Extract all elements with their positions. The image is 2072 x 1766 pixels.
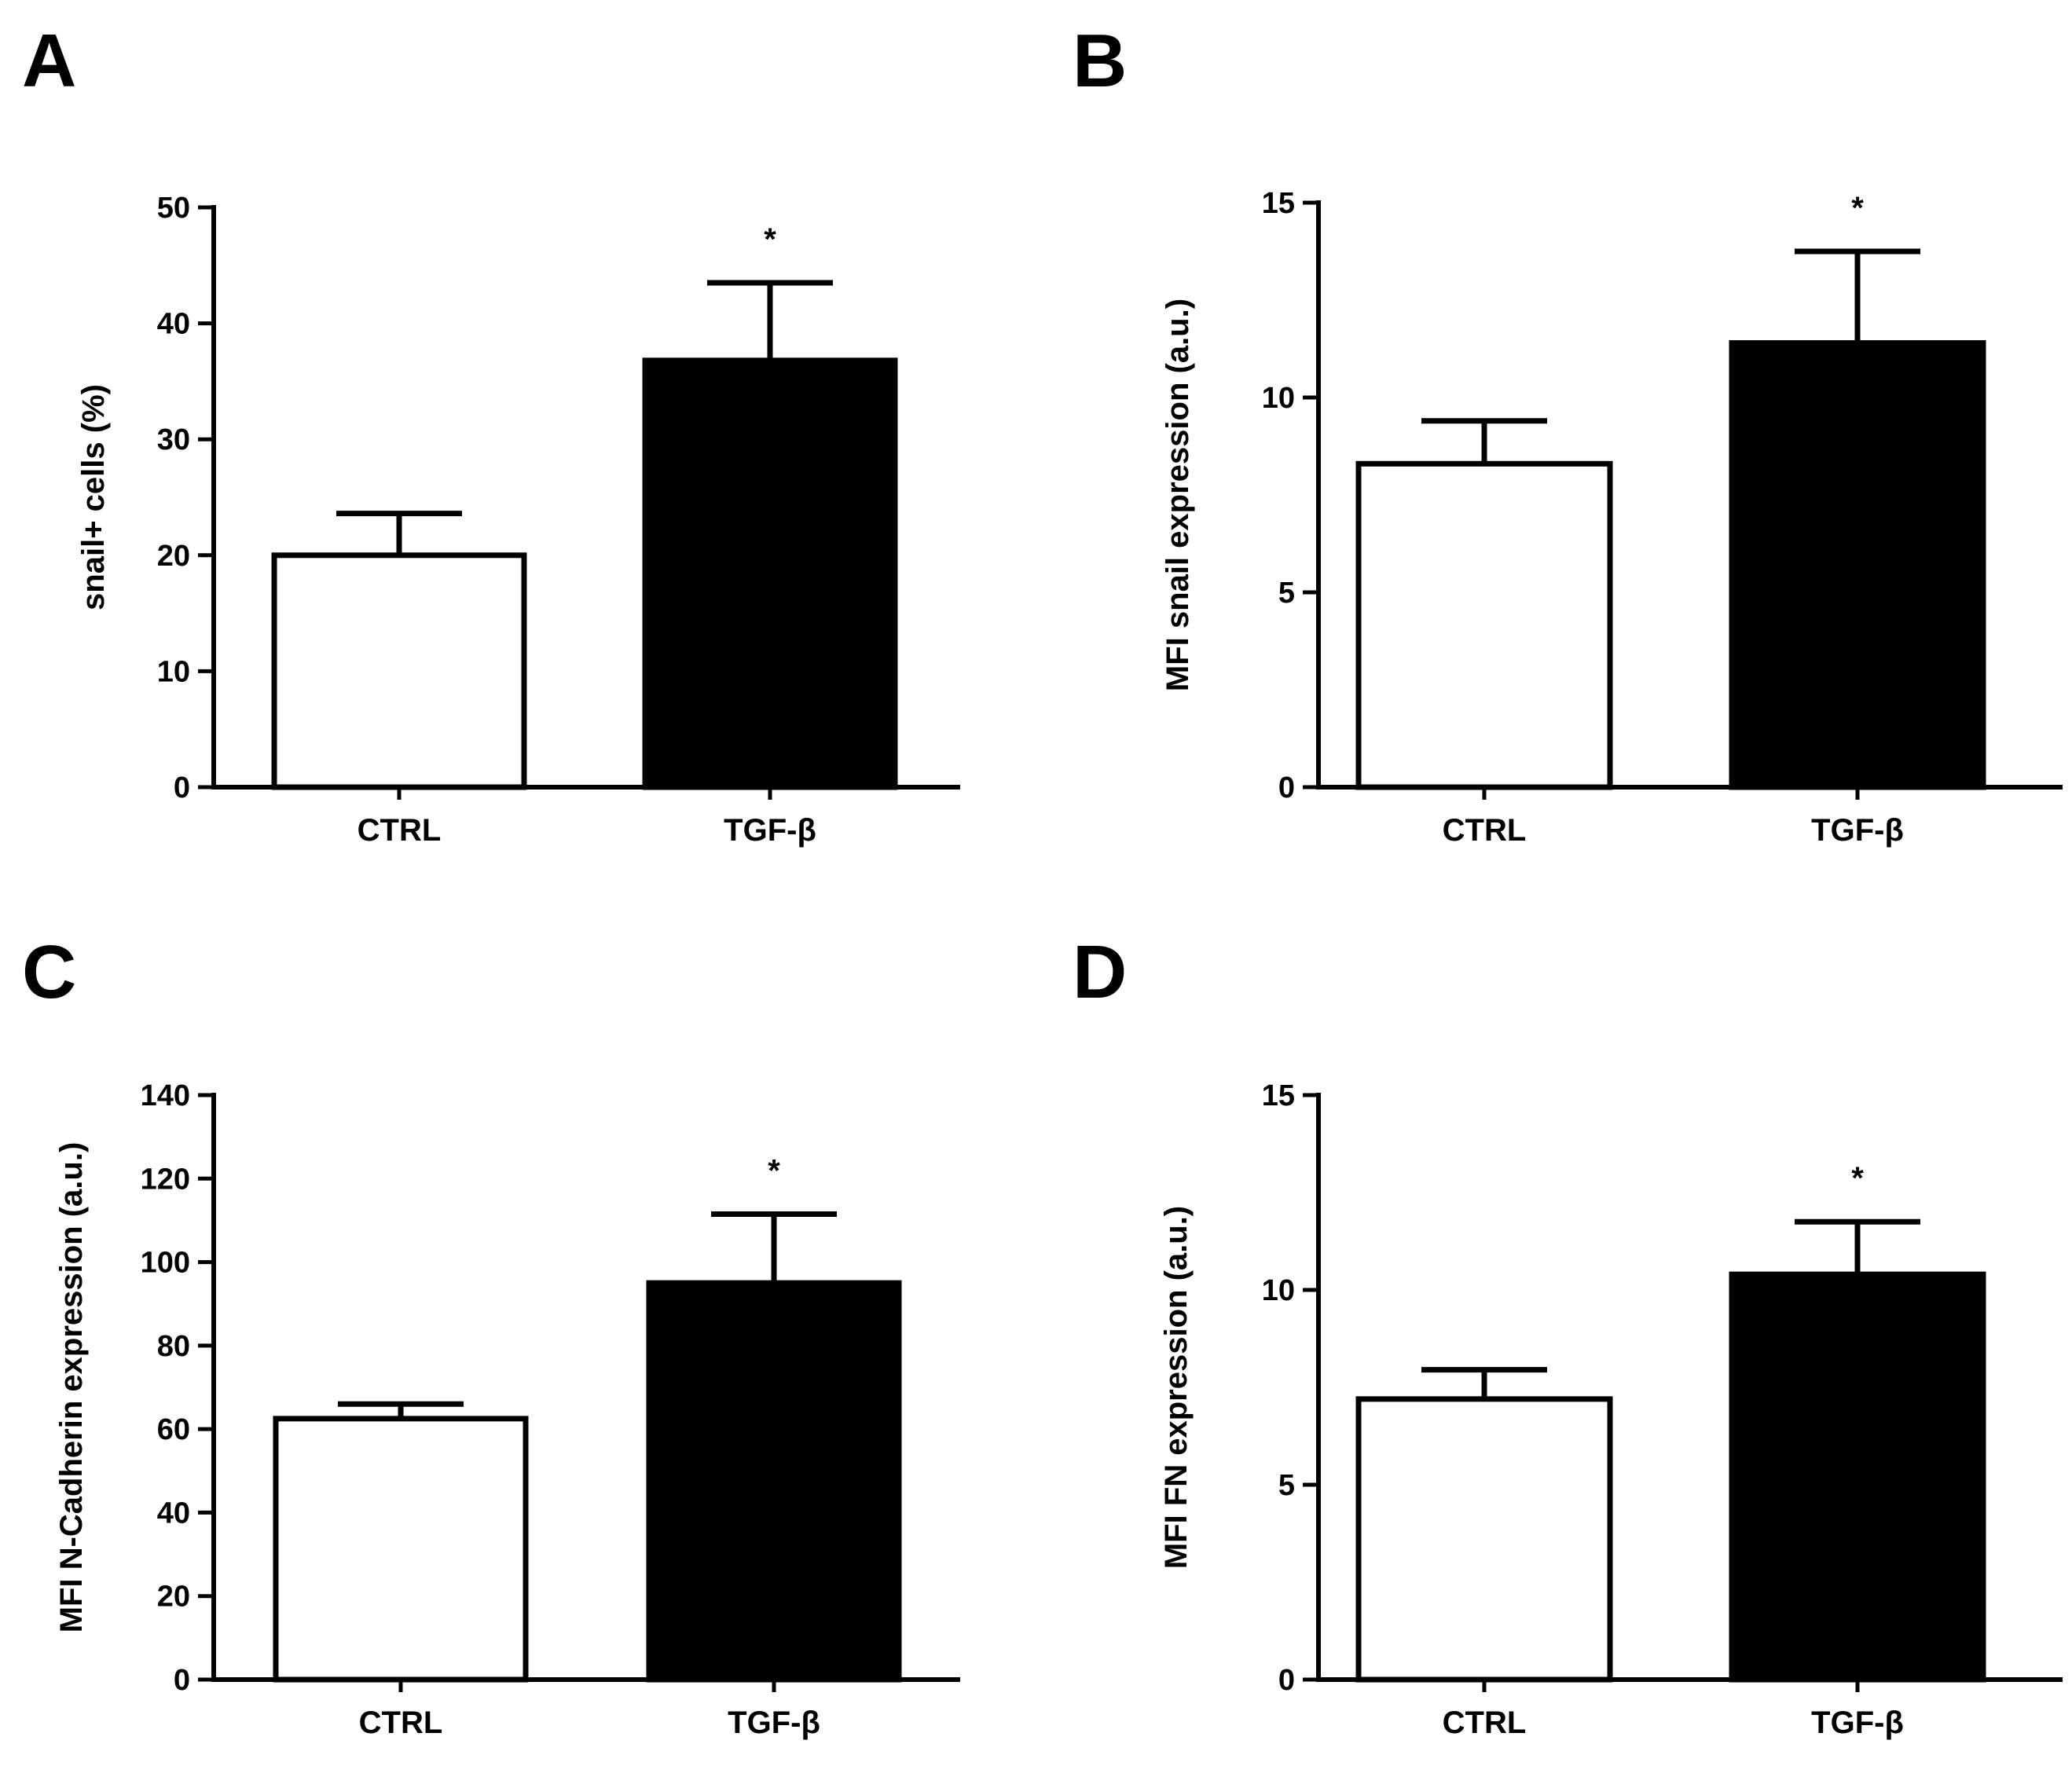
chart-panel-d: D CTRL * TGF-β 0 5 10 15 MFI FN expression (a.u.…	[1073, 930, 2063, 1740]
y-tick-label: 0	[1278, 771, 1295, 804]
category-label: CTRL	[1443, 1706, 1527, 1740]
y-tick-label: 5	[1278, 1469, 1295, 1502]
y-tick-label: 10	[157, 655, 190, 688]
bar-ctrl	[271, 552, 527, 790]
category-label: CTRL	[359, 1706, 443, 1740]
chart-panel-c: C CTRL * TGF-β 0 20 40 60 80 100 120 140 MFI N-Cadhe…	[22, 930, 960, 1740]
bar-ctrl	[273, 1416, 529, 1683]
y-tick-label: 40	[157, 308, 190, 341]
y-axis-title: snail+ cells (%)	[76, 384, 111, 610]
y-tick-label: 0	[174, 1664, 190, 1697]
category-label: TGF-β	[1811, 813, 1904, 848]
y-tick-label: 20	[157, 1581, 190, 1614]
y-axis-title: MFI snail expression (a.u.)	[1161, 299, 1195, 691]
bar-tgf-beta	[642, 357, 898, 790]
bar-ctrl	[1355, 1396, 1613, 1683]
bar-tgf-beta	[646, 1280, 902, 1683]
chart-panel-a: A CTRL * TGF-β 0 10 20 30 40 50 snail+ cells (%)	[22, 19, 960, 848]
y-tick-label: 0	[1278, 1664, 1295, 1697]
panel-letter: C	[22, 930, 76, 1014]
y-tick-label: 40	[157, 1497, 190, 1530]
y-tick-label: 10	[1262, 1274, 1295, 1307]
y-tick-label: 60	[157, 1413, 190, 1446]
bar-tgf-beta	[1729, 340, 1986, 790]
significance-mark: *	[764, 222, 776, 257]
significance-mark: *	[1851, 1161, 1864, 1196]
y-tick-label: 15	[1262, 187, 1295, 220]
y-tick-label: 80	[157, 1330, 190, 1363]
y-tick-label: 30	[157, 423, 190, 456]
y-axis-title: MFI N-Cadherin expression (a.u.)	[54, 1142, 89, 1633]
y-tick-label: 15	[1262, 1079, 1295, 1112]
y-tick-label: 20	[157, 540, 190, 573]
category-label: CTRL	[1443, 813, 1527, 848]
bar-tgf-beta	[1729, 1271, 1986, 1683]
panel-letter: A	[22, 19, 76, 103]
y-tick-label: 50	[157, 192, 190, 225]
significance-mark: *	[768, 1153, 780, 1188]
y-tick-label: 140	[141, 1079, 190, 1112]
panel-letter: B	[1073, 19, 1127, 103]
panel-letter: D	[1073, 930, 1127, 1014]
y-tick-label: 120	[141, 1163, 190, 1196]
y-tick-label: 10	[1262, 382, 1295, 415]
category-label: TGF-β	[728, 1706, 820, 1740]
category-label: TGF-β	[1811, 1706, 1904, 1740]
y-tick-label: 0	[174, 771, 190, 804]
bar-ctrl	[1355, 460, 1613, 790]
y-axis-title: MFI FN expression (a.u.)	[1159, 1206, 1194, 1569]
category-label: TGF-β	[724, 813, 816, 848]
significance-mark: *	[1851, 191, 1864, 225]
y-tick-label: 5	[1278, 577, 1295, 610]
chart-panel-b: B CTRL * TGF-β 0 5 10 15 MFI snail expression (a…	[1073, 19, 2063, 848]
y-tick-label: 100	[141, 1247, 190, 1280]
category-label: CTRL	[358, 813, 442, 848]
